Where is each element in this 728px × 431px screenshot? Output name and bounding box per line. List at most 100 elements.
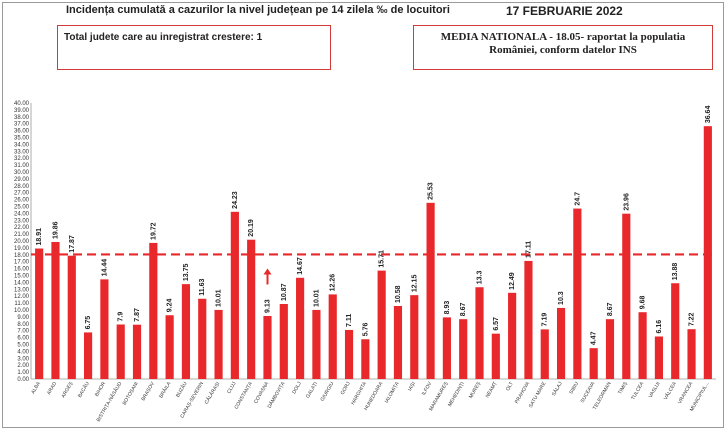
bar (181, 284, 191, 379)
bar-value-label: 13.3 (477, 270, 484, 284)
y-tick-label: 4.00 (17, 349, 29, 355)
category-label: BIHOR (94, 381, 107, 398)
y-tick-label: 22.00 (14, 225, 30, 231)
bar-value-label: 6.75 (85, 316, 92, 330)
y-tick-label: 37.00 (14, 122, 30, 128)
bar-value-label: 12.49 (509, 272, 516, 290)
bar-value-label: 11.63 (199, 279, 206, 296)
bar (198, 298, 207, 379)
category-label: CLUJ (226, 381, 238, 395)
category-label: BACĂU (76, 380, 91, 399)
bar-value-label: 13.75 (183, 264, 190, 282)
bar-value-label: 8.93 (444, 301, 451, 315)
category-label: SĂLAJ (550, 380, 564, 397)
bar (491, 333, 500, 379)
y-tick-label: 21.00 (14, 232, 30, 238)
bar-value-label: 12.15 (411, 275, 418, 293)
bar (654, 336, 663, 379)
y-tick-label: 18.00 (14, 253, 30, 259)
bar (524, 260, 533, 379)
y-tick-label: 35.00 (14, 136, 30, 142)
category-label: SATU MARE (528, 380, 548, 409)
y-tick-label: 29.00 (14, 177, 30, 183)
y-tick-label: 7.00 (17, 329, 29, 335)
bar (149, 242, 158, 379)
bar (377, 270, 386, 379)
bar (671, 283, 680, 379)
category-label: GALAȚI (305, 381, 319, 399)
category-label: ILFOV (421, 380, 434, 396)
y-tick-label: 24.00 (14, 211, 30, 217)
bar-value-label: 12.26 (330, 274, 337, 292)
bar (132, 324, 142, 379)
category-label: MEHEDINȚI (447, 381, 466, 408)
bar-value-label: 9.24 (167, 299, 174, 313)
bar (279, 303, 288, 379)
bar (67, 255, 76, 379)
category-label: DOLJ (291, 381, 303, 396)
bar-value-label: 7.11 (346, 314, 353, 327)
category-label: BUZĂU (174, 380, 189, 399)
bar-value-label: 23.96 (623, 193, 630, 211)
bar (687, 329, 696, 379)
category-label: GIURGIU (320, 381, 336, 403)
bar-value-label: 7.22 (689, 312, 696, 326)
category-label: VASLUI (648, 381, 662, 399)
y-tick-label: 26.00 (14, 198, 30, 204)
bar (296, 277, 305, 379)
bar-value-label: 25.53 (428, 182, 435, 200)
y-tick-label: 25.00 (14, 205, 30, 211)
bar (540, 329, 549, 379)
bar-value-label: 10.01 (313, 289, 320, 307)
category-label: MUREȘ (468, 380, 483, 399)
bar-value-label: 9.68 (640, 295, 647, 309)
national-average-line1: MEDIA NATIONALA - 18.05- raportat la pop… (440, 31, 686, 43)
y-tick-label: 34.00 (14, 142, 30, 148)
bar (393, 305, 403, 379)
y-tick-label: 9.00 (17, 315, 29, 321)
category-label: SUCEAVA (580, 380, 597, 404)
bar-value-label: 19.72 (150, 222, 157, 240)
category-label: HARGHITA (350, 380, 368, 406)
category-label: IALOMIȚA (384, 380, 401, 404)
y-tick-label: 17.00 (14, 260, 30, 266)
y-tick-label: 31.00 (14, 163, 30, 169)
bar-value-label: 6.57 (493, 317, 500, 331)
bar (556, 307, 566, 379)
national-average-box: MEDIA NATIONALA - 18.05- raportat la pop… (413, 25, 713, 70)
category-label: TULCEA (630, 380, 645, 401)
bar-value-label: 13.88 (672, 263, 679, 281)
category-label: VRANCEA (677, 380, 695, 405)
bar (100, 279, 109, 379)
bar (230, 211, 239, 379)
bar-value-label: 14.67 (297, 257, 304, 275)
y-tick-label: 10.00 (14, 308, 30, 314)
bar (573, 208, 582, 379)
bar-value-label: 10.87 (281, 283, 288, 301)
increase-count-text: Total judete care au inregistrat crester… (64, 32, 263, 43)
bar (605, 319, 615, 379)
category-label: SIBIU (568, 381, 580, 396)
bar-value-label: 8.67 (607, 302, 614, 316)
bar (638, 312, 647, 379)
bar-value-label: 15.71 (379, 250, 386, 268)
y-tick-label: 14.00 (14, 280, 30, 286)
report-date: 17 FEBRUARIE 2022 (506, 4, 623, 18)
y-tick-label: 16.00 (14, 267, 30, 273)
bar-value-label: 7.87 (134, 308, 141, 322)
y-tick-label: 3.00 (17, 356, 29, 362)
bar-value-label: 4.47 (591, 331, 598, 345)
bar (165, 315, 174, 379)
bar-value-label: 7.19 (542, 313, 549, 327)
bar (459, 319, 468, 379)
bar (51, 241, 60, 379)
bar (508, 292, 517, 379)
bar-value-label: 5.76 (362, 323, 369, 337)
y-tick-label: 6.00 (17, 336, 29, 342)
bar (442, 317, 451, 379)
y-tick-label: 27.00 (14, 191, 30, 197)
y-tick-label: 5.00 (17, 343, 29, 349)
increase-count-box: Total judete care au inregistrat crester… (57, 25, 331, 70)
y-tick-label: 40.00 (14, 101, 30, 107)
